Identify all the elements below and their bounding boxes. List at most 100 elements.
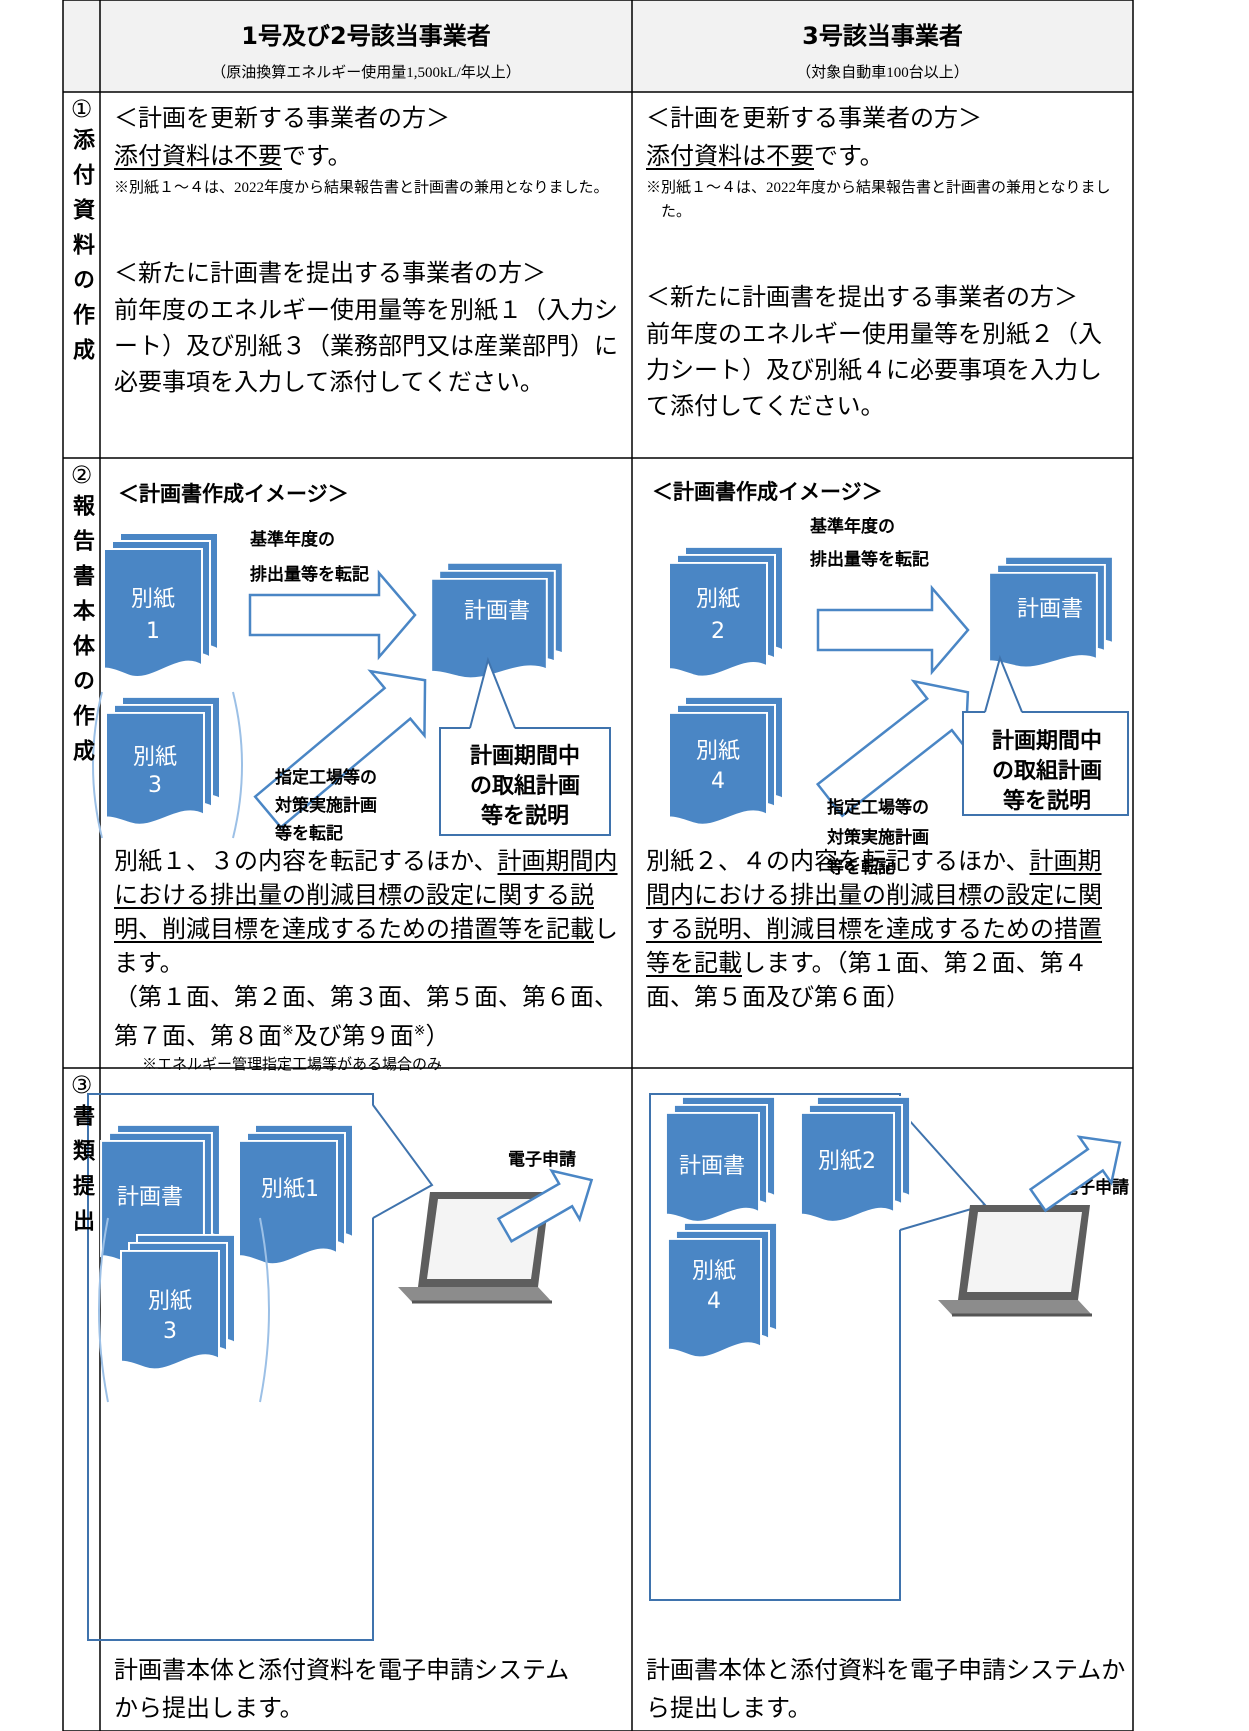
pages-line: （第１面、第２面、第３面、第５面、第６面、第７面、第８面※及び第９面※） xyxy=(114,981,624,1054)
body-text: 前年度のエネルギー使用量等を別紙１（入力シート）及び別紙３（業務部門又は産業部門… xyxy=(114,298,618,396)
diagram-label: 計画書 xyxy=(679,1154,745,1179)
diagram-label: 別紙 xyxy=(692,1259,736,1284)
underlined-text: 添付資料は不要 xyxy=(114,144,282,170)
row-label: 報告書本体の作成 xyxy=(69,494,94,774)
diagram-label: 等を説明 xyxy=(1003,788,1091,814)
diagram-label: 基準年度の xyxy=(249,529,335,550)
laptop-base xyxy=(398,1287,552,1302)
frame-pointer xyxy=(372,1105,432,1218)
row-label: 添付資料の作成 xyxy=(69,128,94,373)
callout-pointer xyxy=(985,658,1022,713)
diagram-label: 電子申請 xyxy=(508,1149,576,1170)
callout-pointer xyxy=(469,656,516,729)
column-subtitle: （原油換算エネルギー使用量1,500kL/年以上） xyxy=(211,65,521,81)
paragraph: 別紙２、４の内容を転記するほか、計画期間内における排出量の削減目標の設定に関する… xyxy=(646,845,1125,1015)
header-cell: 3号該当事業者 （対象自動車100台以上） xyxy=(632,0,1133,92)
diagram-label: 別紙 xyxy=(148,1289,192,1314)
arrow-shape xyxy=(816,584,970,676)
cell-text: 計画書本体と添付資料を電子申請システムから提出します。 xyxy=(646,1652,1126,1728)
header-background xyxy=(63,0,1133,92)
cell-text: ＜計画を更新する事業者の方＞ 添付資料は不要です。 ※別紙１～４は、2022年度から… xyxy=(114,100,622,401)
heading: ＜計画を更新する事業者の方＞ xyxy=(646,106,982,132)
heading: ＜計画を更新する事業者の方＞ xyxy=(114,106,450,132)
underlined-text: 計画期間内における排出量の削減目標の設定に関する説明、削減目標を達成するための措… xyxy=(114,849,618,943)
document-icon xyxy=(238,1140,338,1266)
frame-pointer xyxy=(372,1104,434,1219)
diagram-label: ＜計画書作成イメージ＞ xyxy=(652,480,883,504)
arrow xyxy=(816,584,970,676)
diagram-label: 等を転記 xyxy=(275,823,343,844)
heading: ＜新たに計画書を提出する事業者の方＞ xyxy=(646,285,1078,311)
column-subtitle: （対象自動車100台以上） xyxy=(796,65,969,81)
callout-pointer xyxy=(984,654,1023,713)
diagram-label: 別紙 xyxy=(696,739,740,764)
diagram-label: 別紙 xyxy=(696,587,740,612)
attachment-line: 添付資料は不要です。 xyxy=(114,138,622,176)
body-text: 計画書本体と添付資料を電子申請システムから提出します。 xyxy=(114,1658,570,1722)
callout-pointer xyxy=(470,660,515,729)
arrow xyxy=(496,1168,594,1243)
diagram-label: の取組計画 xyxy=(470,773,580,799)
arrow-shape xyxy=(248,569,417,661)
diagram-label: 対策実施計画 xyxy=(826,827,929,848)
diagram-label: 計画書 xyxy=(464,599,530,624)
cell-text: 別紙２、４の内容を転記するほか、計画期間内における排出量の削減目標の設定に関する… xyxy=(646,845,1125,1015)
row-number: ② xyxy=(70,461,93,489)
text: です。 xyxy=(282,144,352,170)
bracket xyxy=(259,1217,270,1403)
header-cell: 1号及び2号該当事業者 （原油換算エネルギー使用量1,500kL/年以上） xyxy=(100,0,632,92)
note: ※エネルギー管理指定工場等がある場合のみ xyxy=(142,1057,443,1073)
diagram-label: 計画書 xyxy=(1017,597,1083,622)
text: します。 xyxy=(114,917,618,977)
arrow xyxy=(253,669,427,830)
diagram-label: 排出量等を転記 xyxy=(810,549,929,570)
laptop-base xyxy=(938,1300,1092,1315)
diagram-label: 2 xyxy=(711,619,725,644)
text: 別紙１、３の内容を転記するほか、 xyxy=(114,849,498,875)
bracket xyxy=(232,691,243,839)
text: です。 xyxy=(814,144,884,170)
arrow xyxy=(1028,1135,1122,1213)
diagram-label: 3 xyxy=(148,773,162,798)
text: 及び第９面 xyxy=(293,1024,414,1050)
note: ※別紙１～４は、2022年度から結果報告書と計画書の兼用となりました。 xyxy=(114,180,609,196)
column-title: 1号及び2号該当事業者 xyxy=(241,22,491,50)
row-label: 書類提出 xyxy=(69,1104,94,1244)
frame xyxy=(649,1093,901,1601)
arrow-shape xyxy=(496,1168,594,1243)
heading: ＜新たに計画書を提出する事業者の方＞ xyxy=(114,261,546,287)
diagram-label: 4 xyxy=(711,769,725,794)
diagram-label: 3 xyxy=(163,1319,177,1344)
cell-text: 計画書本体と添付資料を電子申請システムから提出します。 xyxy=(114,1652,584,1728)
diagram-label: 計画書 xyxy=(117,1185,183,1210)
bracket xyxy=(98,1217,109,1403)
frame xyxy=(87,1093,374,1641)
underlined-text: 計画期間内における排出量の削減目標の設定に関する説明、削減目標を達成するための措… xyxy=(646,849,1102,977)
diagram-label: の取組計画 xyxy=(992,758,1102,784)
text: 別紙２、４の内容を転記するほか、 xyxy=(646,849,1030,875)
laptop-display xyxy=(967,1212,1082,1292)
diagram-label: 別紙 xyxy=(131,587,175,612)
arrow-shape xyxy=(1028,1135,1122,1213)
column-title: 3号該当事業者 xyxy=(802,22,963,50)
text: します。（第１面、第２面、第４面、第５面及び第６面） xyxy=(646,951,1088,1011)
cell-text: ＜計画を更新する事業者の方＞ 添付資料は不要です。 ※別紙１～４は、2022年度から… xyxy=(646,100,1123,425)
diagram-label: 計画期間中 xyxy=(470,743,580,769)
diagram-label: 基準年度の xyxy=(809,516,895,537)
note: ※別紙１～４は、2022年度から結果報告書と計画書の兼用となりました。 xyxy=(646,180,1111,220)
underlined-text: 添付資料は不要 xyxy=(646,144,814,170)
body-text: 計画書本体と添付資料を電子申請システムから提出します。 xyxy=(646,1658,1126,1722)
diagram-label: 計画期間中 xyxy=(992,728,1102,754)
diagram-label: 指定工場等の xyxy=(275,767,377,788)
callout-box xyxy=(439,727,611,836)
diagram-label: 4 xyxy=(707,1289,721,1314)
footnote-mark: ※ xyxy=(282,1024,294,1039)
bracket xyxy=(92,691,103,839)
attachment-line: 添付資料は不要です。 xyxy=(646,138,1123,176)
diagram-label: 等を説明 xyxy=(481,803,569,829)
diagram-label: 排出量等を転記 xyxy=(250,564,369,585)
arrow-shape xyxy=(253,669,427,830)
arrow xyxy=(248,569,417,661)
row-number: ③ xyxy=(70,1071,93,1099)
